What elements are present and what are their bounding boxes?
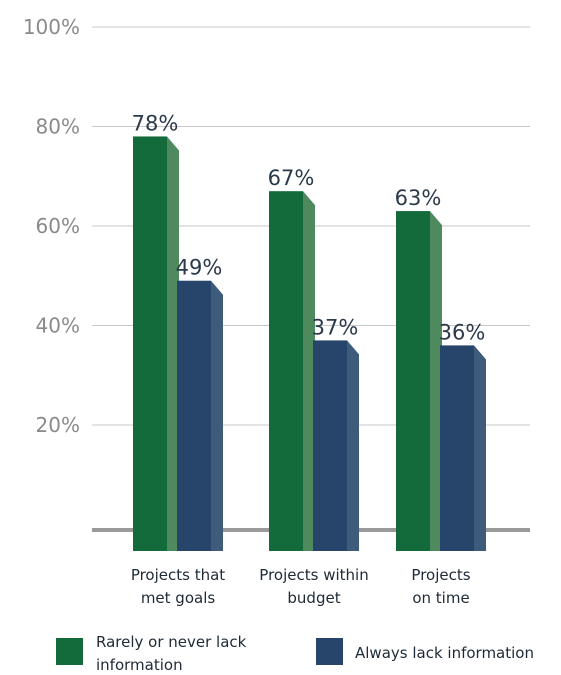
bar-rarely-lack-info [396,211,430,551]
y-tick-label: 80% [36,115,80,139]
x-category-label-line: Projects within [259,566,368,584]
data-label: 49% [176,256,223,280]
legend: Rarely or never lack information Always la… [56,633,534,674]
data-label: 78% [132,111,179,135]
bar-rarely-lack-info [133,136,167,551]
x-category-label-line: on time [412,589,469,607]
bar-side [303,191,315,552]
y-tick-label: 20% [36,413,80,437]
x-category-label: Projects on time [411,566,470,607]
legend-swatch [56,638,83,665]
bar-rarely-lack-info [269,191,303,552]
bar-always-lack-info [440,345,474,551]
bars [133,136,486,552]
data-labels: 78% 67% 63% 49% 37% 36% [132,111,486,344]
legend-label-line: Always lack information [355,644,534,662]
bar-side [167,136,179,551]
legend-label-line: information [96,656,183,674]
x-category-label: Projects within budget [259,566,368,607]
bar-always-lack-info [177,280,211,551]
legend-swatch [316,638,343,665]
x-category-label-line: Projects that [131,566,225,584]
data-label: 37% [312,315,359,339]
bar-side [474,345,486,551]
bar-side [211,280,223,551]
x-axis-category-labels: Projects that met goals Projects within bud… [131,566,471,607]
x-category-label-line: budget [287,589,340,607]
legend-label: Rarely or never lack information [96,633,247,674]
legend-label: Always lack information [355,644,534,662]
x-category-label: Projects that met goals [131,566,225,607]
bar-side [347,340,359,551]
x-category-label-line: met goals [141,589,216,607]
bar-always-lack-info [313,340,347,551]
data-label: 67% [268,166,315,190]
data-label: 63% [395,186,442,210]
legend-label-line: Rarely or never lack [96,633,247,651]
data-label: 36% [439,320,486,344]
bar-side [430,211,442,551]
x-category-label-line: Projects [411,566,470,584]
y-tick-label: 100% [23,15,80,39]
y-axis-ticks: 20% 40% 60% 80% 100% [23,15,80,437]
y-tick-label: 40% [36,314,80,338]
y-tick-label: 60% [36,214,80,238]
